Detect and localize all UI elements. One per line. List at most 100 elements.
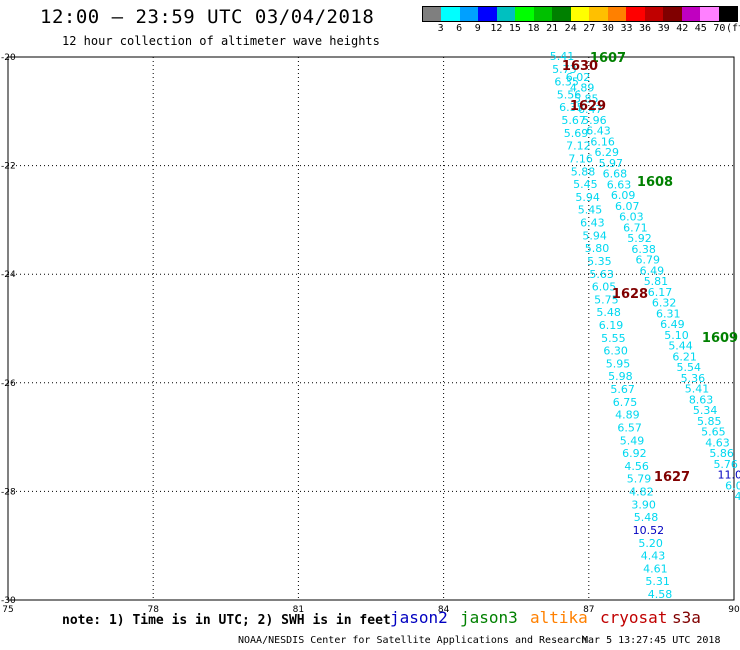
- swh-value-track-a: 6.92: [622, 447, 647, 460]
- swh-value-track-a: 6.43: [580, 217, 605, 230]
- swh-value-track-a: 5.67: [561, 114, 586, 127]
- x-tick-label: 75: [2, 605, 13, 615]
- y-tick-label: -28: [1, 487, 16, 497]
- swh-value-track-b: 5.85: [574, 92, 599, 105]
- y-tick-label: -22: [1, 162, 16, 172]
- satellite-jason2: jason2: [390, 608, 448, 627]
- swh-value-track-b: 6.02: [566, 71, 591, 84]
- map-title: 12:00 – 23:59 UTC 03/04/2018: [40, 6, 375, 28]
- x-tick-label: 78: [147, 605, 159, 615]
- swh-value-track-b: 5.96: [582, 114, 607, 127]
- satellite-cryosat: cryosat: [600, 608, 668, 627]
- swh-value-track-a: 5.56: [557, 88, 582, 101]
- color-swatch: [700, 7, 719, 21]
- swh-value-track-b: 5.44: [668, 340, 693, 353]
- color-swatch: [515, 7, 534, 21]
- map-subtitle: 12 hour collection of altimeter wave hei…: [62, 34, 380, 48]
- color-scale-label: 33: [620, 23, 633, 34]
- swh-value-track-b: 6.49: [660, 318, 685, 331]
- swh-value-track-a: 5.80: [585, 242, 610, 255]
- pass-number-label: 1608: [637, 175, 673, 190]
- footer-note: note: 1) Time is in UTC; 2) SWH is in fe…: [62, 613, 391, 628]
- color-swatch: [459, 7, 479, 21]
- color-swatch: [607, 7, 627, 21]
- swh-value-track-a: 4.89: [615, 409, 640, 422]
- swh-value-track-b: 6.38: [631, 243, 656, 256]
- swh-value-track-b: 4.63: [705, 436, 730, 449]
- swh-value-track-a: 6.57: [617, 421, 642, 434]
- timestamp: Mar 5 13:27:45 UTC 2018: [582, 635, 721, 646]
- color-swatch: [626, 7, 645, 21]
- y-tick-label: -26: [1, 379, 16, 389]
- color-swatch: [423, 7, 442, 21]
- swh-value-track-a: 5.31: [645, 575, 670, 588]
- swh-value-track-b: 6.17: [648, 286, 673, 299]
- color-swatch: [533, 7, 553, 21]
- swh-value-track-b: 5.41: [685, 383, 710, 396]
- color-swatch: [663, 7, 682, 21]
- y-tick-label: -20: [1, 53, 16, 63]
- swh-value-track-a: 5.75: [594, 293, 619, 306]
- swh-value-track-b: 6.43: [586, 125, 611, 138]
- swh-value-track-a: 3.90: [631, 498, 656, 511]
- swh-value-track-b: 6.79: [635, 254, 660, 267]
- color-swatch: [644, 7, 664, 21]
- swh-value-track-a: 6.35: [554, 76, 579, 89]
- swh-value-track-a: 4.56: [624, 460, 649, 473]
- color-swatch: [681, 7, 701, 21]
- color-scale-label: 24: [564, 23, 577, 34]
- x-tick-label: 81: [293, 605, 304, 615]
- swh-value-track-a: 5.45: [573, 178, 598, 191]
- swh-value-track-b: 5.65: [701, 426, 726, 439]
- swh-value-track-b: 5.97: [599, 157, 624, 170]
- swh-value-track-b: 6.07: [615, 200, 640, 213]
- swh-value-track-b: 5.86: [709, 447, 734, 460]
- swh-value-track-a: 5.55: [601, 332, 626, 345]
- swh-value-track-b: 6.71: [623, 221, 648, 234]
- swh-value-track-a: 4.43: [641, 550, 666, 563]
- y-tick-label: -30: [1, 596, 16, 606]
- swh-value-track-b: 6.32: [652, 297, 677, 310]
- swh-value-track-a: 7.12: [566, 140, 591, 153]
- swh-value-track-b: 6.03: [619, 211, 644, 224]
- color-scale-label: 18: [527, 23, 540, 34]
- swh-value-track-a: 10.52: [633, 524, 665, 537]
- pass-number-label: 1607: [590, 51, 626, 66]
- color-scale-label: 6: [456, 23, 463, 34]
- swh-value-track-b: 5.34: [693, 404, 718, 417]
- y-tick-label: -24: [1, 270, 16, 280]
- swh-labels: 5.415.736.355.566.355.675.697.127.165.88…: [550, 50, 740, 601]
- color-scale-label: 30: [601, 23, 614, 34]
- swh-value-track-b: 5.10: [664, 329, 689, 342]
- swh-value-track-a: 4.58: [648, 588, 673, 601]
- swh-value-track-b: 5.81: [644, 275, 669, 288]
- swh-value-track-a: 5.98: [608, 370, 633, 383]
- color-scale-swatches: [422, 6, 738, 22]
- grid: [8, 57, 734, 600]
- swh-value-track-a: 7.16: [568, 152, 593, 165]
- x-tick-label: 87: [583, 605, 594, 615]
- swh-value-track-a: 6.75: [613, 396, 638, 409]
- swh-value-track-a: 5.94: [582, 229, 607, 242]
- swh-value-track-b: 6.47: [578, 103, 603, 116]
- swh-value-track-a: 5.41: [550, 50, 575, 63]
- satellite-jason3: jason3: [460, 608, 518, 627]
- swh-value-track-b: 6.29: [594, 146, 619, 159]
- color-scale-label: 3: [437, 23, 444, 34]
- color-swatch: [496, 7, 516, 21]
- swh-value-track-b: 6.68: [603, 168, 628, 181]
- pass-number-label: 1630: [562, 59, 598, 74]
- swh-value-track-a: 6.35: [559, 101, 584, 114]
- swh-value-track-b: 5.85: [697, 415, 722, 428]
- color-swatch: [589, 7, 608, 21]
- x-tick-label: 84: [438, 605, 450, 615]
- swh-value-track-b: 4: [735, 490, 740, 503]
- swh-value-track-b: 5.76: [713, 458, 738, 471]
- swh-value-track-a: 4.61: [643, 562, 668, 575]
- pass-number-label: 1629: [570, 99, 606, 114]
- swh-value-track-a: 6.05: [592, 281, 617, 294]
